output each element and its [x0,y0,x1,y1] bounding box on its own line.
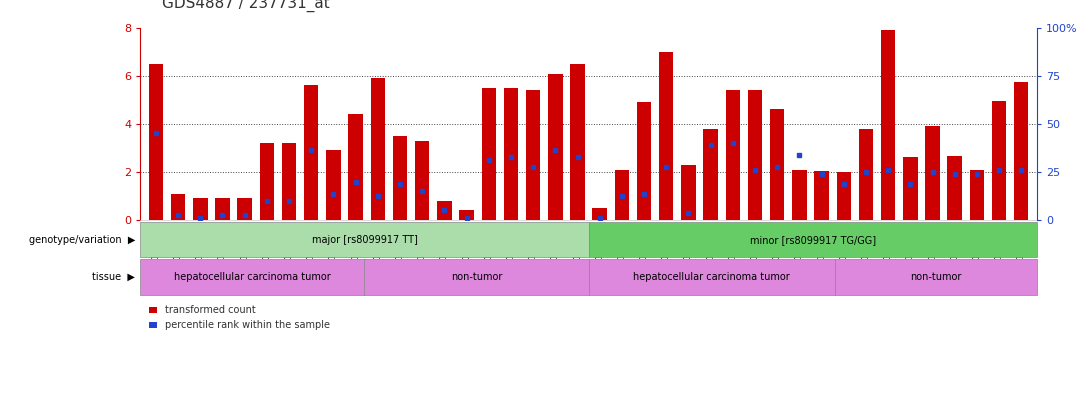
Bar [726,90,740,220]
Text: genotype/variation  ▶: genotype/variation ▶ [29,235,135,245]
Bar [637,102,651,220]
Bar [747,90,762,220]
Bar [482,88,496,220]
Bar [149,64,163,220]
Bar [215,198,230,220]
Bar [947,156,962,220]
Bar [282,143,296,220]
Bar [814,171,828,220]
Bar [881,30,895,220]
Bar [326,150,340,220]
Bar [193,198,207,220]
Bar [681,165,696,220]
Bar [549,74,563,220]
Bar [970,169,984,220]
Text: tissue  ▶: tissue ▶ [92,272,135,282]
Bar [171,194,186,220]
Text: minor [rs8099917 TG/GG]: minor [rs8099917 TG/GG] [750,235,876,245]
Text: major [rs8099917 TT]: major [rs8099917 TT] [311,235,418,245]
Bar [370,78,386,220]
Text: non-tumor: non-tumor [910,272,961,282]
Bar [305,85,319,220]
Bar [526,90,540,220]
Bar [615,169,629,220]
Bar [393,136,407,220]
Bar [659,51,674,220]
Bar [570,64,584,220]
Bar [593,208,607,220]
Bar [837,172,851,220]
Bar [770,109,784,220]
Bar [259,143,274,220]
Text: non-tumor: non-tumor [450,272,502,282]
Bar [437,201,451,220]
Bar [859,129,873,220]
Bar [926,126,940,220]
Bar [415,141,430,220]
Bar [349,114,363,220]
Bar [459,211,474,220]
Legend: transformed count, percentile rank within the sample: transformed count, percentile rank withi… [146,301,334,334]
Text: hepatocellular carcinoma tumor: hepatocellular carcinoma tumor [634,272,791,282]
Text: hepatocellular carcinoma tumor: hepatocellular carcinoma tumor [174,272,330,282]
Bar [903,158,918,220]
Bar [703,129,718,220]
Bar [792,169,807,220]
Bar [991,101,1007,220]
Bar [238,198,252,220]
Text: GDS4887 / 237731_at: GDS4887 / 237731_at [162,0,329,12]
Bar [503,88,518,220]
Bar [1014,82,1028,220]
